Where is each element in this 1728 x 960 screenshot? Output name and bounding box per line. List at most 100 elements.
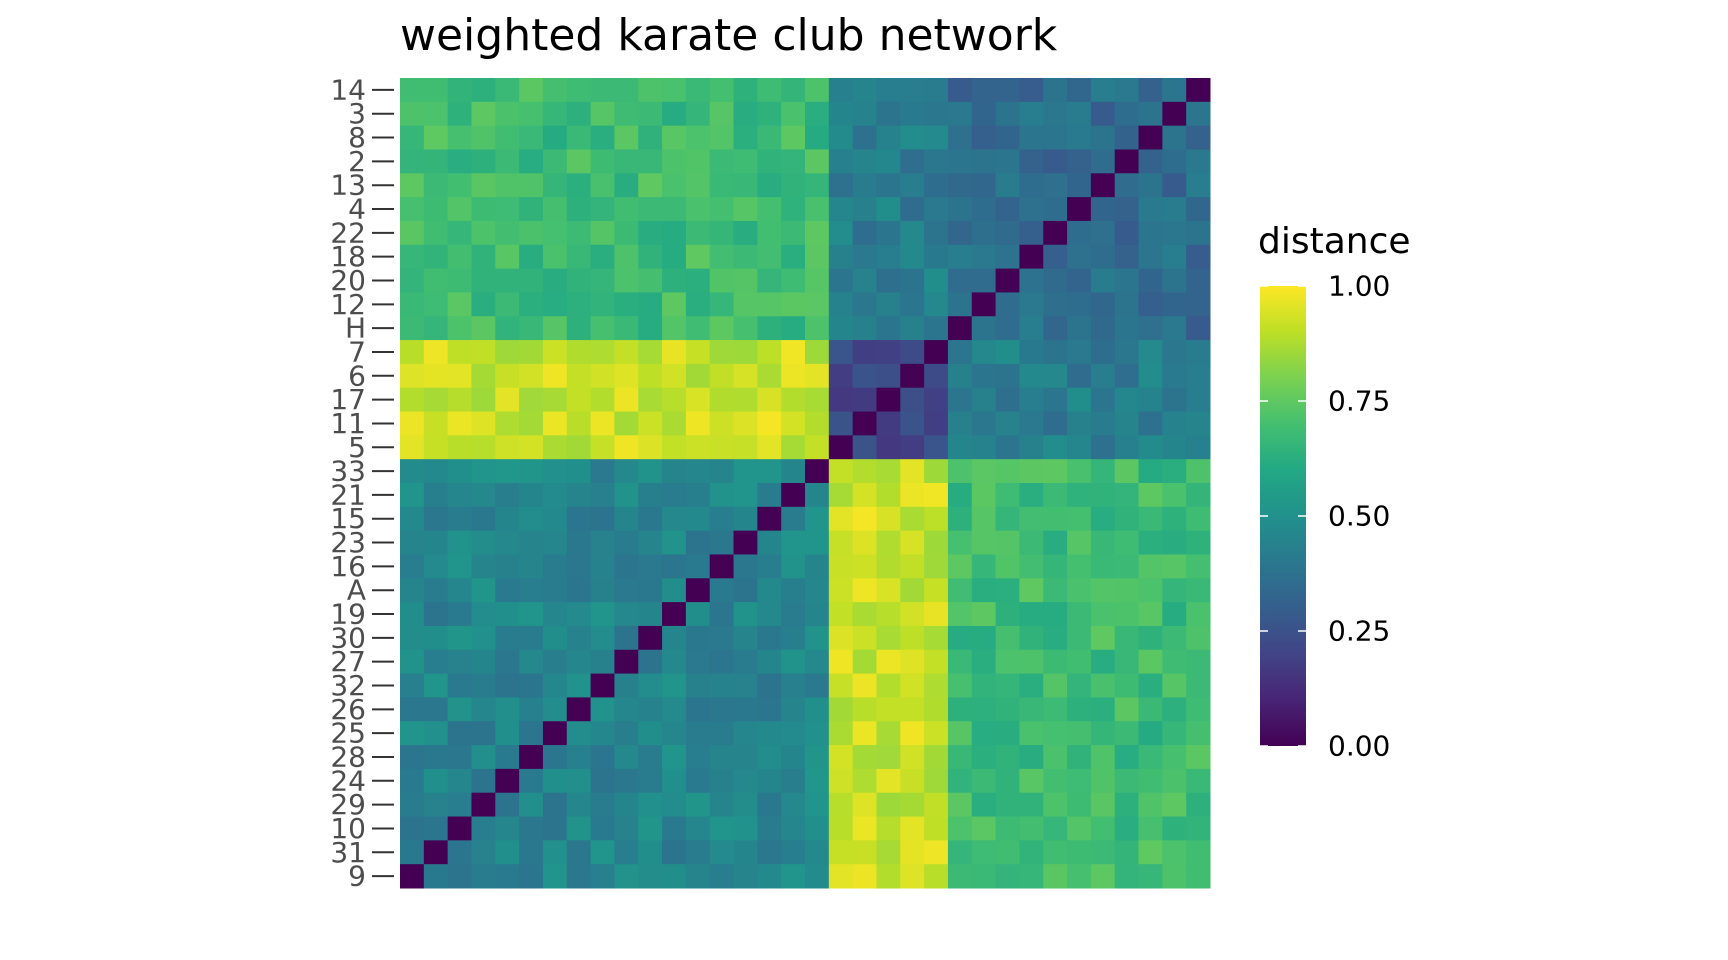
heatmap-cell: [947, 125, 973, 150]
heatmap-cell: [566, 411, 592, 436]
heatmap-cell: [805, 459, 830, 484]
heatmap-cell: [1162, 340, 1187, 365]
heatmap-cell: [1138, 602, 1163, 627]
heatmap-cell: [638, 697, 663, 722]
heatmap-cell: [590, 649, 615, 675]
heatmap-cell: [947, 340, 973, 365]
heatmap-cell: [542, 387, 568, 413]
heatmap-cell: [1090, 125, 1116, 150]
heatmap-cell: [1138, 625, 1163, 651]
heatmap-cell: [1067, 387, 1092, 413]
heatmap-cell: [781, 197, 806, 222]
heatmap-cell: [1186, 244, 1211, 270]
heatmap-cell: [1090, 78, 1116, 103]
heatmap-cell: [733, 363, 758, 389]
heatmap-cell: [924, 649, 949, 675]
heatmap-cell: [685, 554, 711, 579]
heatmap-cell: [828, 816, 854, 841]
heatmap-cell: [590, 173, 615, 198]
heatmap-cell: [876, 268, 901, 293]
heatmap-cell: [1090, 340, 1116, 365]
heatmap-cell: [542, 673, 568, 698]
heatmap-cell: [519, 173, 544, 198]
heatmap-cell: [757, 459, 782, 484]
heatmap-cell: [852, 625, 877, 651]
heatmap-cell: [971, 530, 997, 555]
heatmap-cell: [757, 292, 782, 317]
heatmap-cell: [995, 554, 1020, 579]
heatmap-cell: [1090, 816, 1116, 841]
heatmap-cell: [757, 816, 782, 841]
heatmap-cell: [1067, 792, 1092, 818]
heatmap-cell: [1043, 554, 1068, 579]
y-axis: 1438213422182012H76171153321152316A19302…: [330, 73, 394, 893]
heatmap-cell: [614, 340, 639, 365]
heatmap-cell: [1019, 292, 1044, 317]
heatmap-cell: [685, 292, 711, 317]
heatmap-cell: [805, 602, 830, 627]
y-tick-label: 21: [330, 478, 366, 511]
heatmap-cell: [924, 340, 949, 365]
heatmap-cell: [995, 340, 1020, 365]
heatmap-cell: [733, 197, 758, 222]
heatmap-cell: [1162, 673, 1187, 698]
heatmap-cell: [519, 768, 544, 794]
legend-tick-label: 0.00: [1328, 730, 1390, 763]
heatmap-cell: [781, 435, 806, 460]
heatmap-cell: [614, 363, 639, 389]
y-tick-label: 26: [330, 693, 366, 726]
y-tick-label: 13: [330, 169, 366, 202]
heatmap-cell: [1114, 101, 1140, 127]
heatmap-cell: [447, 721, 472, 746]
heatmap-cell: [590, 816, 615, 841]
heatmap-cell: [495, 197, 520, 222]
heatmap-cell: [900, 459, 925, 484]
heatmap-cell: [1138, 149, 1163, 174]
heatmap-cell: [1114, 506, 1140, 532]
heatmap-cell: [1162, 578, 1187, 603]
heatmap-cell: [852, 816, 877, 841]
heatmap-cell: [995, 197, 1020, 222]
heatmap-cell: [471, 173, 496, 198]
heatmap-cell: [1043, 721, 1068, 746]
heatmap-cell: [519, 125, 544, 150]
heatmap-cell: [924, 768, 949, 794]
heatmap-cell: [995, 792, 1020, 818]
heatmap-cell: [400, 602, 425, 627]
heatmap-cell: [1043, 197, 1068, 222]
heatmap-cell: [685, 435, 711, 460]
y-tick-label: 10: [330, 812, 366, 845]
heatmap-cell: [590, 387, 615, 413]
heatmap-cell: [781, 387, 806, 413]
heatmap-cell: [971, 101, 997, 127]
heatmap-cell: [519, 387, 544, 413]
heatmap-cell: [638, 363, 663, 389]
heatmap-cell: [757, 197, 782, 222]
heatmap-cell: [471, 435, 496, 460]
heatmap-cell: [1067, 268, 1092, 293]
heatmap-cell: [400, 816, 425, 841]
heatmap-cell: [1090, 554, 1116, 579]
heatmap-cell: [1162, 792, 1187, 818]
heatmap-cell: [900, 268, 925, 293]
heatmap-cell: [471, 483, 496, 508]
heatmap-cell: [947, 149, 973, 174]
heatmap-cell: [709, 101, 735, 127]
heatmap-cell: [423, 697, 449, 722]
heatmap-cell: [662, 244, 687, 270]
heatmap-cell: [447, 554, 472, 579]
heatmap-cell: [828, 721, 854, 746]
heatmap-cell: [590, 316, 615, 341]
heatmap-cell: [662, 506, 687, 532]
heatmap-cell: [971, 316, 997, 341]
heatmap-cell: [566, 220, 592, 246]
heatmap-cell: [805, 173, 830, 198]
heatmap-cell: [971, 840, 997, 865]
heatmap-cell: [1114, 697, 1140, 722]
heatmap-cell: [447, 244, 472, 270]
heatmap-cell: [1043, 292, 1068, 317]
heatmap-cell: [1019, 268, 1044, 293]
heatmap-cell: [566, 673, 592, 698]
heatmap-cell: [614, 673, 639, 698]
heatmap-cell: [971, 649, 997, 675]
